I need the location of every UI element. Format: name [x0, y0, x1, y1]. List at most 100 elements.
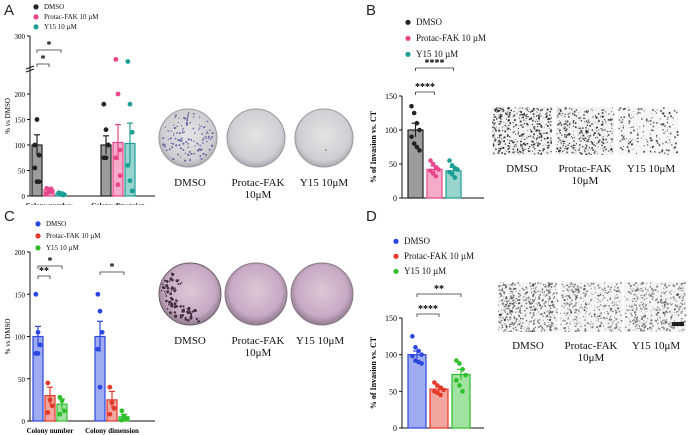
data-point [35, 351, 41, 356]
bar-2 [451, 373, 471, 429]
data-point [113, 155, 119, 161]
data-point [460, 389, 465, 394]
legend-marker-0 [33, 4, 39, 10]
data-point [34, 117, 40, 122]
chart-a: DMSO Protac-FAK 10 µM Y15 10 µM 0 50 100 150 20… [4, 3, 155, 205]
y-tick-label: 0 [22, 193, 26, 201]
y-tick-label: 100 [385, 126, 397, 135]
significance-label: ** [39, 266, 49, 277]
data-point [409, 103, 414, 109]
colony-plate-dmso-c [158, 262, 222, 326]
y-tick-label: 0 [393, 194, 397, 203]
legend-marker-2 [33, 24, 39, 30]
photo-label-d-protac: Protac-FAK 10μM [564, 340, 618, 364]
legend-marker-2 [35, 245, 41, 251]
legend-marker-1 [35, 233, 41, 239]
y-tick-label: 150 [385, 92, 397, 101]
data-point [111, 405, 117, 411]
data-point [430, 161, 436, 167]
colony-photos-c [158, 262, 354, 326]
photo-label-b-protac: Protac-FAK 10μM [558, 163, 612, 187]
data-point [47, 397, 53, 403]
panel-letter-c: C [4, 208, 15, 225]
data-point [45, 410, 51, 415]
data-point [454, 358, 459, 363]
bar-0-0 [32, 335, 44, 422]
photo-label-b-y15: Y15 10μM [626, 163, 676, 175]
significance-bracket [416, 313, 440, 317]
significance-label: **** [425, 58, 445, 69]
bar-0 [407, 129, 424, 199]
x-category-label: Colony dimension [85, 427, 139, 435]
photo-label-b-dmso: DMSO [506, 163, 538, 175]
invasion-photos-b [492, 107, 679, 155]
significance-label: * [110, 262, 115, 273]
data-point [414, 120, 420, 126]
data-point [119, 417, 125, 423]
data-point [32, 165, 38, 171]
data-point [99, 329, 105, 335]
y-tick-label: 50 [389, 160, 397, 169]
y-tick-label: 150 [15, 117, 26, 125]
legend-entry-0: DMSO [46, 220, 66, 228]
invasion-image-protac-d [560, 282, 622, 332]
y-tick-label: 150 [385, 314, 397, 323]
data-point [107, 411, 113, 417]
data-point [105, 142, 111, 148]
legend-entry-0: DMSO [404, 236, 431, 246]
chart-b: DMSO Protac-FAK 10 µM Y15 10 µM 0 50 100 150 % … [369, 17, 486, 203]
y-tick-label: 0 [22, 418, 26, 426]
y-axis-label: % vs DMSO [4, 319, 12, 355]
significance-label: ** [434, 284, 444, 295]
data-point [428, 158, 433, 163]
data-point [447, 158, 452, 163]
legend-marker-0 [393, 238, 399, 244]
data-point [95, 291, 101, 297]
photo-label-a-protac: Protac-FAK 10μM [231, 177, 285, 201]
significance-label: * [48, 256, 53, 267]
legend-marker-2 [393, 268, 399, 274]
legend-entry-1: Protac-FAK 10 µM [416, 33, 486, 43]
y-tick-label: 50 [18, 168, 26, 176]
significance-label: * [47, 40, 52, 51]
colony-plate-protac-c [224, 262, 288, 326]
x-category-label: Colony number [26, 202, 73, 205]
data-point [463, 372, 468, 378]
legend-entry-1: Protac-FAK 10 µM [404, 251, 474, 261]
data-point [115, 182, 121, 188]
significance-label: **** [418, 304, 438, 315]
data-point [49, 403, 55, 409]
data-point [36, 179, 42, 185]
data-point [117, 147, 123, 153]
x-category-label: Colony dimension [91, 202, 145, 205]
data-point [57, 411, 63, 417]
significance-bracket [36, 49, 62, 53]
data-point [457, 383, 462, 388]
data-point [129, 188, 135, 194]
scale-bar [672, 322, 684, 326]
significance-bracket [416, 293, 462, 297]
legend-marker-1 [33, 14, 39, 20]
significance-label: * [41, 54, 46, 65]
significance-label: **** [415, 82, 435, 93]
data-point [452, 175, 458, 180]
y-tick-label: 300 [15, 33, 26, 41]
data-point [125, 59, 131, 64]
data-point [455, 167, 460, 172]
data-point [416, 348, 421, 354]
data-point [449, 171, 455, 177]
data-point [107, 384, 113, 390]
data-point [457, 361, 462, 366]
data-point [35, 329, 41, 335]
legend-entry-2: Y15 10 µM [416, 49, 458, 59]
legend-entry-2: Y15 10 µM [46, 244, 80, 252]
significance-bracket [415, 91, 435, 95]
data-point [414, 144, 420, 150]
photo-label-d-dmso: DMSO [512, 340, 544, 352]
data-point [113, 57, 119, 62]
colony-plate-y15-c [290, 262, 354, 326]
photo-label-d-y15: Y15 10μM [631, 340, 681, 352]
data-point [109, 400, 115, 405]
y-axis-label: % of Invasion vs. CT [369, 336, 378, 409]
y-tick-label: 150 [15, 291, 26, 299]
